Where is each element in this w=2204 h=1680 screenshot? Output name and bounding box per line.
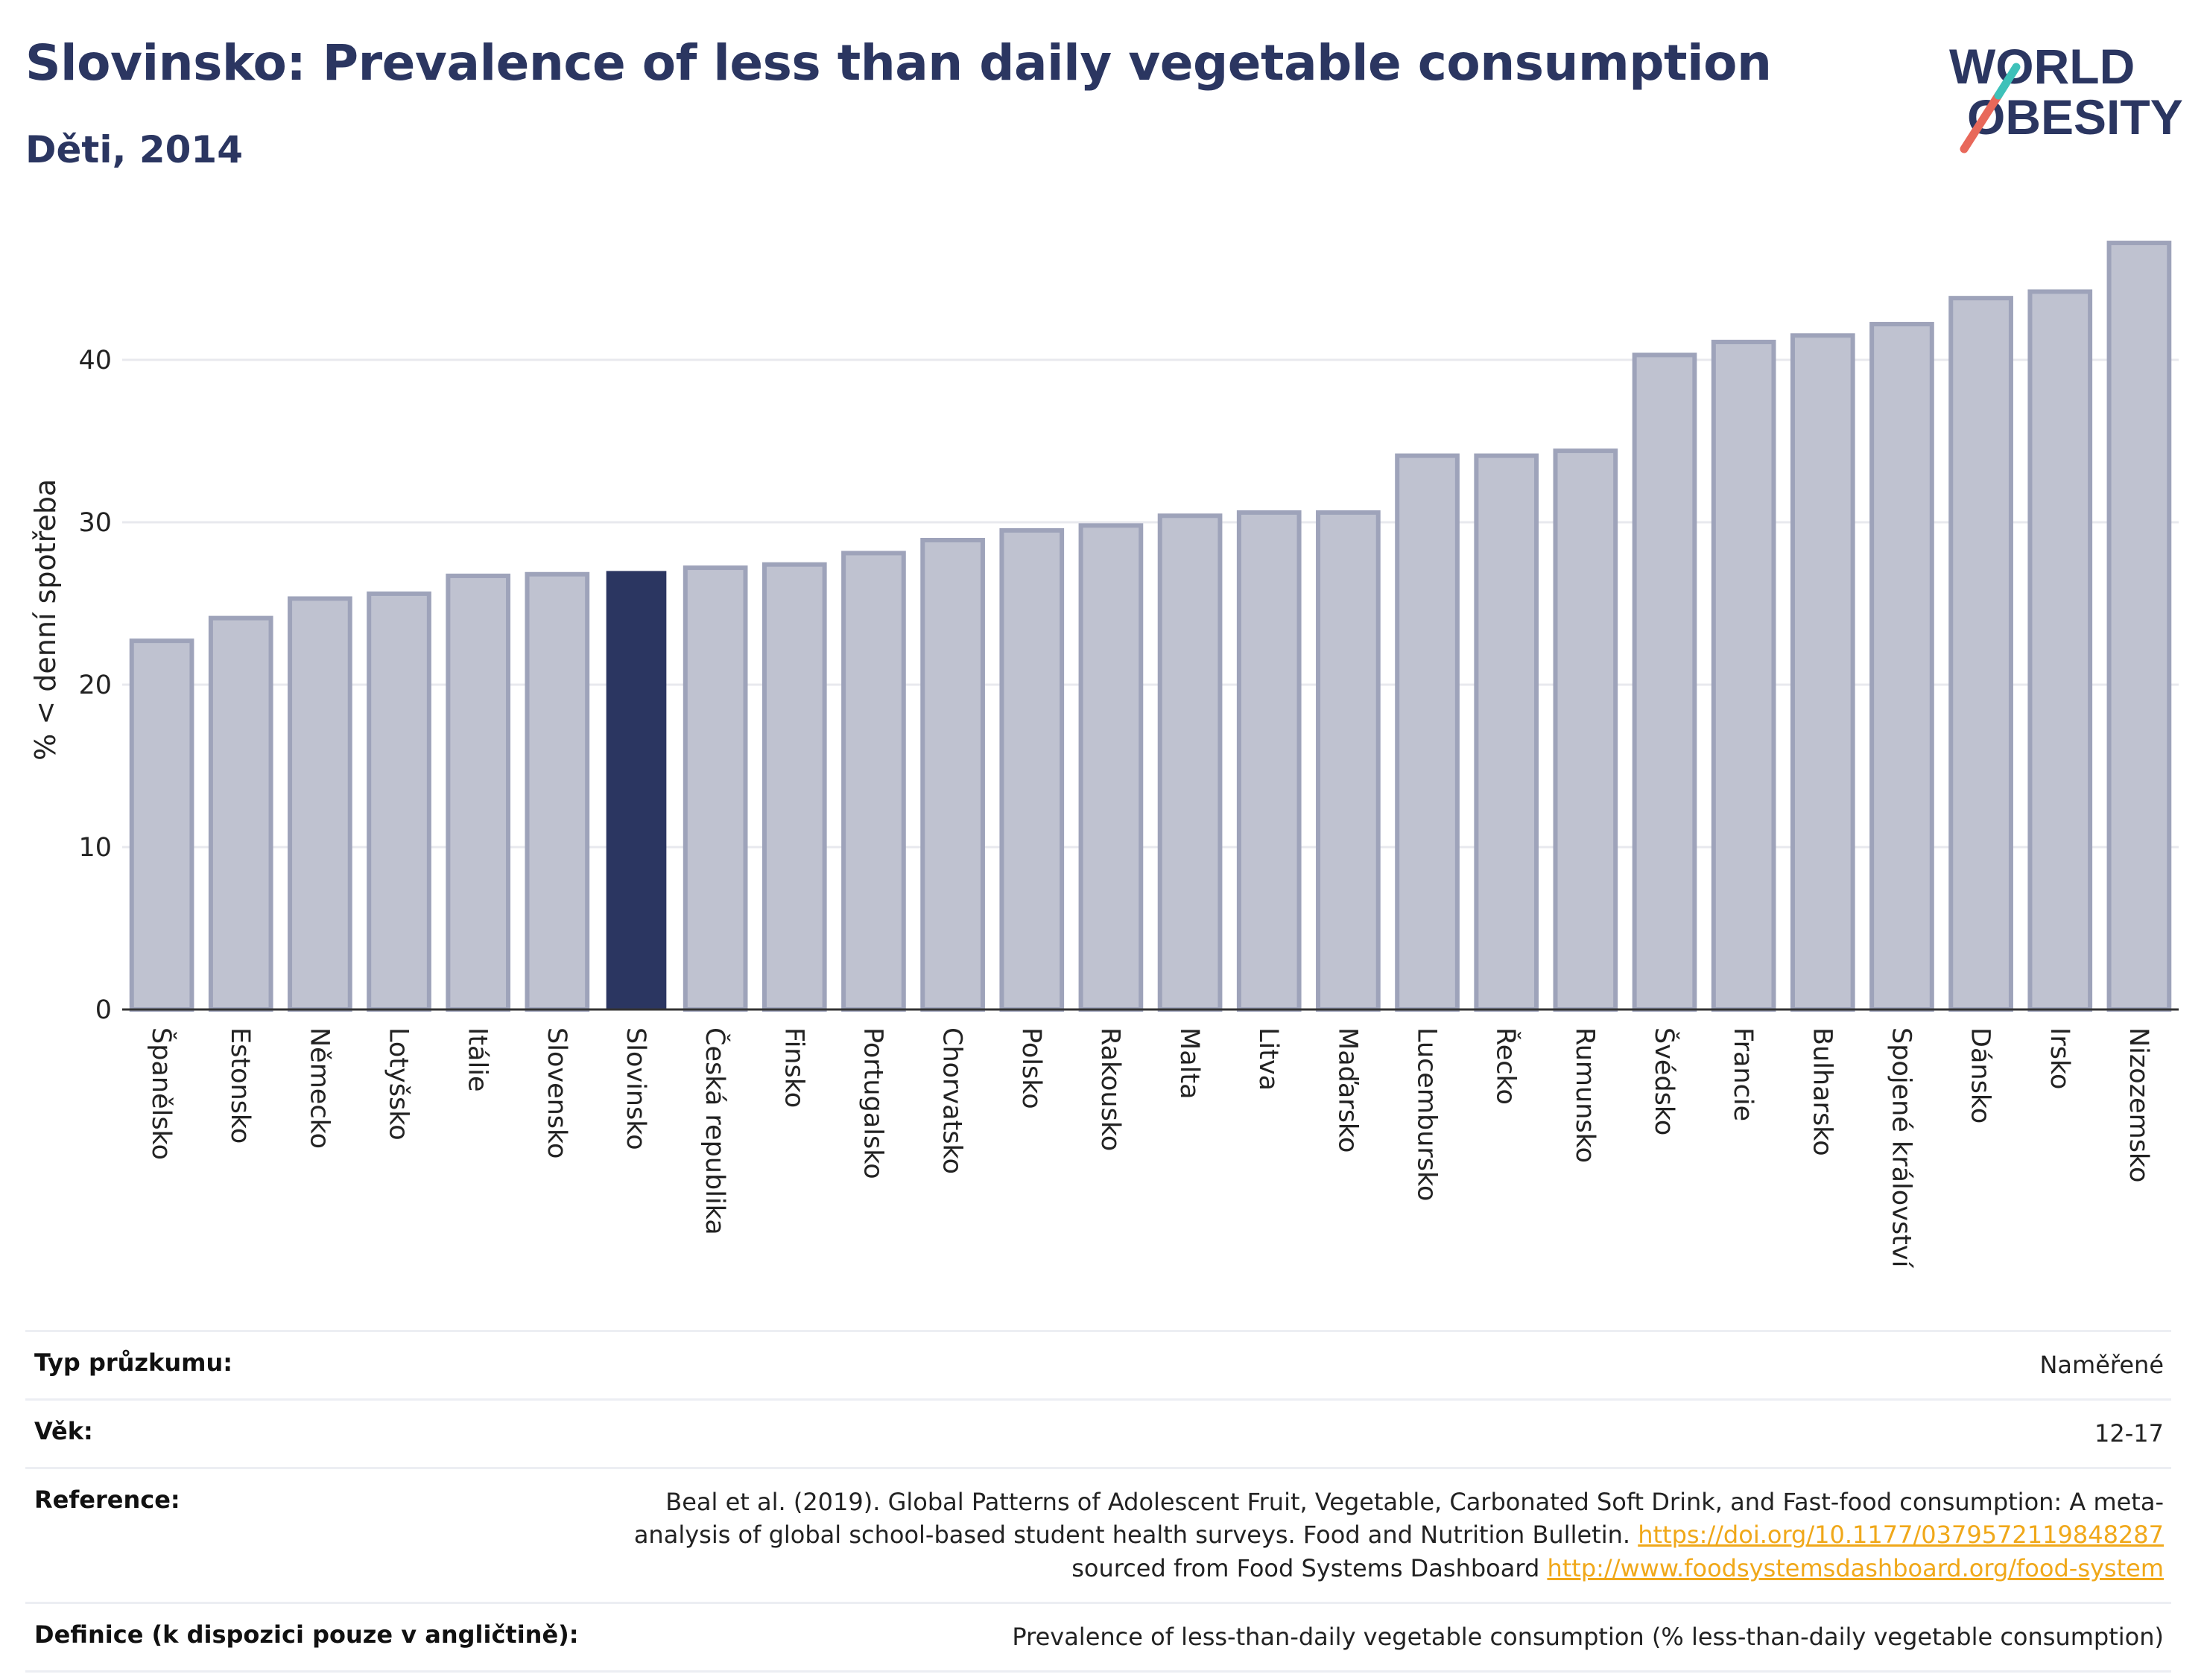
bar <box>1869 322 1934 1012</box>
bar <box>1236 510 1302 1012</box>
bar <box>841 551 906 1012</box>
bar <box>999 527 1065 1012</box>
x-tick-label: Polsko <box>1016 1027 1046 1109</box>
x-tick-label: Švédsko <box>1649 1027 1680 1135</box>
x-tick-label: Itálie <box>463 1027 493 1091</box>
reference-dashboard-link[interactable]: http://www.foodsystemsdashboard.org/food… <box>1547 1554 2164 1583</box>
x-tick-label: Česká republika <box>700 1027 731 1235</box>
logo-world-text: WORLD <box>1949 39 2135 94</box>
bar <box>129 638 194 1012</box>
bar-highlighted <box>606 571 667 1009</box>
x-tick-label: Rakousko <box>1095 1027 1125 1151</box>
y-tick-label: 20 <box>78 671 112 700</box>
x-tick-label: Finsko <box>779 1027 808 1108</box>
reference-mid-text: sourced from Food Systems Dashboard <box>1071 1554 1540 1583</box>
y-tick-label: 40 <box>78 346 112 375</box>
x-tick-label: Francie <box>1728 1027 1758 1121</box>
bar <box>1711 340 1776 1012</box>
bar <box>683 565 748 1012</box>
x-tick-label: Portugalsko <box>858 1027 887 1179</box>
age-label: Věk: <box>34 1416 93 1445</box>
x-tick-label: Lotyšsko <box>384 1027 414 1141</box>
bar <box>1553 448 1618 1012</box>
bar <box>2106 241 2172 1012</box>
bar <box>1078 523 1144 1012</box>
x-tick-label: Litva <box>1253 1027 1283 1091</box>
x-tick-label: Dánsko <box>1966 1027 1995 1123</box>
x-tick-label: Malta <box>1174 1027 1204 1100</box>
bar <box>1157 513 1223 1012</box>
bar <box>208 615 273 1012</box>
y-tick-label: 10 <box>78 833 112 863</box>
definition-label: Definice (k dispozici pouze v angličtině… <box>34 1620 579 1649</box>
x-tick-label: Německo <box>304 1027 334 1149</box>
x-tick-label: Spojené království <box>1886 1027 1916 1269</box>
reference-doi-link[interactable]: https://doi.org/10.1177/0379572119848287 <box>1638 1521 2164 1550</box>
bar <box>2027 289 2093 1012</box>
chart-subtitle: Děti, 2014 <box>25 128 244 171</box>
y-tick-label: 0 <box>95 995 112 1025</box>
bar <box>1474 453 1539 1012</box>
age-value: 12-17 <box>2094 1419 2164 1448</box>
bar <box>920 537 985 1012</box>
info-row-definition: Definice (k dispozici pouze v angličtině… <box>25 1601 2171 1673</box>
reference-text: Beal et al. (2019). Global Patterns of A… <box>633 1487 2164 1550</box>
survey-type-value: Naměřené <box>2039 1351 2164 1379</box>
bar <box>446 573 511 1012</box>
x-tick-label: Nizozemsko <box>2124 1027 2153 1182</box>
definition-value: Prevalence of less-than-daily vegetable … <box>1012 1622 2164 1651</box>
x-tick-label: Chorvatsko <box>937 1027 967 1174</box>
logo-obesity-text: OBESITY <box>1967 89 2183 145</box>
bar <box>1632 352 1697 1012</box>
reference-value: Beal et al. (2019). Global Patterns of A… <box>577 1486 2164 1585</box>
bar-chart: 0 10 20 30 40 % < denní spotřeba Španělsko Esto… <box>29 241 2179 1269</box>
bar <box>1316 510 1381 1012</box>
info-row-age: Věk: 12-17 <box>25 1398 2171 1467</box>
logo-slash-red <box>1960 91 2003 153</box>
info-row-survey-type: Typ průzkumu: Naměřené <box>25 1330 2171 1398</box>
x-tick-label: Maďarsko <box>1332 1027 1362 1153</box>
info-row-reference: Reference: Beal et al. (2019). Global Pa… <box>25 1466 2171 1602</box>
x-tick-label: Irsko <box>2045 1027 2074 1089</box>
x-tick-label: Řecko <box>1491 1027 1522 1105</box>
x-tick-label: Španělsko <box>146 1027 177 1160</box>
bar <box>761 562 827 1012</box>
bar <box>1948 296 2013 1012</box>
bar <box>288 596 352 1012</box>
reference-label: Reference: <box>34 1485 180 1514</box>
x-tick-label: Lucembursko <box>1412 1027 1442 1201</box>
x-tick-label: Rumunsko <box>1570 1027 1600 1163</box>
x-tick-label: Slovinsko <box>621 1027 650 1150</box>
bar <box>1790 333 1855 1012</box>
y-tick-label: 30 <box>78 508 112 538</box>
x-tick-label: Bulharsko <box>1807 1027 1837 1156</box>
logo-slash-teal <box>1994 63 2021 100</box>
bar <box>525 571 590 1012</box>
info-table: Typ průzkumu: Naměřené Věk: 12-17 Refere… <box>25 1330 2171 1673</box>
bar <box>1395 453 1460 1012</box>
survey-type-label: Typ průzkumu: <box>34 1348 233 1377</box>
x-tick-label: Estonsko <box>225 1027 255 1144</box>
bar <box>367 591 431 1012</box>
x-tick-label: Slovensko <box>542 1027 571 1158</box>
world-obesity-logo: WORLD OBESITY <box>1949 39 2183 153</box>
chart-title: Slovinsko: Prevalence of less than daily… <box>25 34 1772 92</box>
y-axis-label: % < denní spotřeba <box>29 479 62 761</box>
